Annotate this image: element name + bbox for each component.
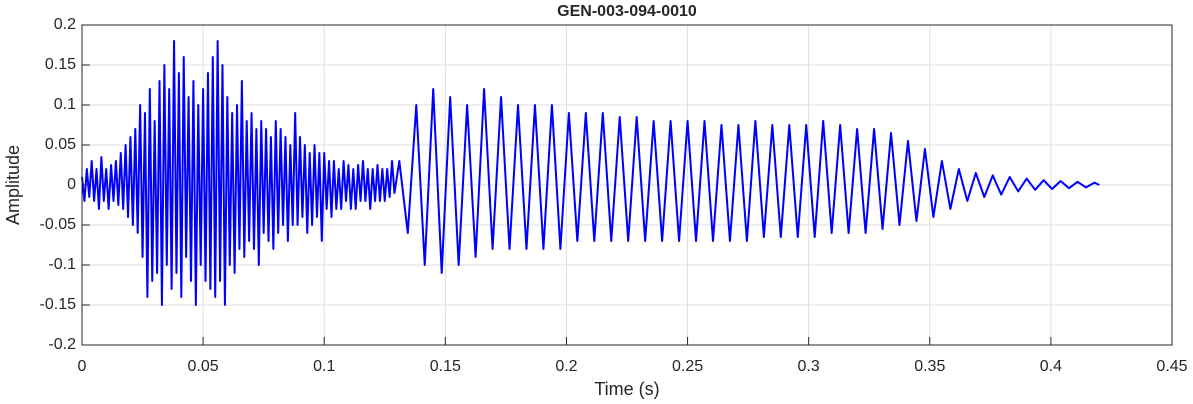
y-tick-label: 0.05 [45,136,76,153]
y-tick-label: 0.2 [54,16,76,33]
x-tick-label: 0.1 [313,358,335,375]
waveform-line [81,40,1100,306]
x-tick-label: 0.3 [798,358,820,375]
y-tick-label: -0.2 [48,336,76,353]
x-tick-label: 0.05 [188,358,219,375]
y-tick-label: -0.15 [40,296,77,313]
axes-box [81,24,1173,346]
x-tick-label: 0.15 [430,358,461,375]
x-tick-label: 0.45 [1156,358,1187,375]
x-tick-label: 0 [78,358,87,375]
x-tick-label: 0.4 [1040,358,1062,375]
y-tick-label: 0.1 [54,96,76,113]
x-tick-label: 0.35 [914,358,945,375]
x-tick-label: 0.2 [555,358,577,375]
x-tick-label: 0.25 [672,358,703,375]
x-axis-label: Time (s) [594,379,659,399]
y-tick-label: 0 [67,176,76,193]
chart-title: GEN-003-094-0010 [557,3,697,20]
y-tick-label: -0.1 [48,256,76,273]
y-tick-label: -0.05 [40,216,77,233]
y-axis-label: Amplitude [3,145,23,225]
y-tick-label: 0.15 [45,56,76,73]
